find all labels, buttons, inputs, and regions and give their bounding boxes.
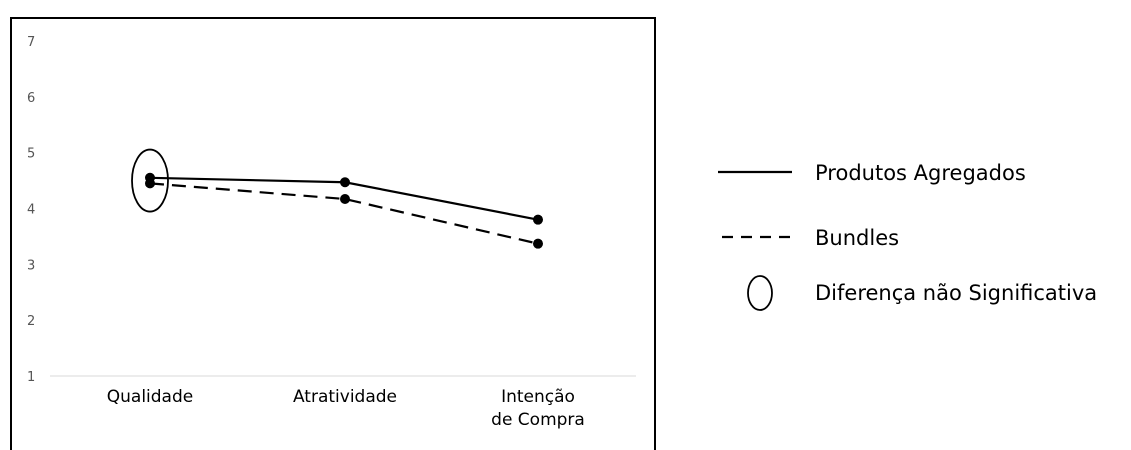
y-tick-label: 4 <box>27 203 35 218</box>
legend-symbol-nonsignificant-ellipse <box>747 275 773 311</box>
series-layer <box>145 172 543 249</box>
y-tick-label: 1 <box>27 370 35 385</box>
y-tick-label: 3 <box>27 258 35 273</box>
annotation-layer <box>131 148 169 213</box>
legend-label-produtos-agregados: Produtos Agregados <box>815 161 1026 185</box>
nonsignificant-difference-ellipse <box>131 148 169 213</box>
chart-frame <box>10 17 656 450</box>
y-axis-ticks: 1 2 3 4 5 6 7 <box>27 35 35 385</box>
data-point <box>340 177 350 188</box>
y-tick-label: 2 <box>27 314 35 329</box>
data-point <box>340 194 350 205</box>
y-tick-label: 7 <box>27 35 35 50</box>
y-tick-label: 6 <box>27 91 35 106</box>
y-tick-label: 5 <box>27 147 35 162</box>
data-point <box>145 178 155 189</box>
x-tick-label: Atratividade <box>293 387 397 407</box>
series-line <box>149 182 539 245</box>
data-point <box>533 214 543 225</box>
x-axis-labels: Qualidade Atratividade Intenção de Compra <box>107 387 585 430</box>
legend: Produtos Agregados Bundles Diferença não… <box>718 161 1097 311</box>
legend-label-bundles: Bundles <box>815 226 899 250</box>
data-point <box>533 238 543 249</box>
x-tick-label: Intenção de Compra <box>491 387 585 430</box>
x-tick-label: Qualidade <box>107 387 193 407</box>
legend-label-nonsignificant: Diferença não Significativa <box>815 281 1097 305</box>
